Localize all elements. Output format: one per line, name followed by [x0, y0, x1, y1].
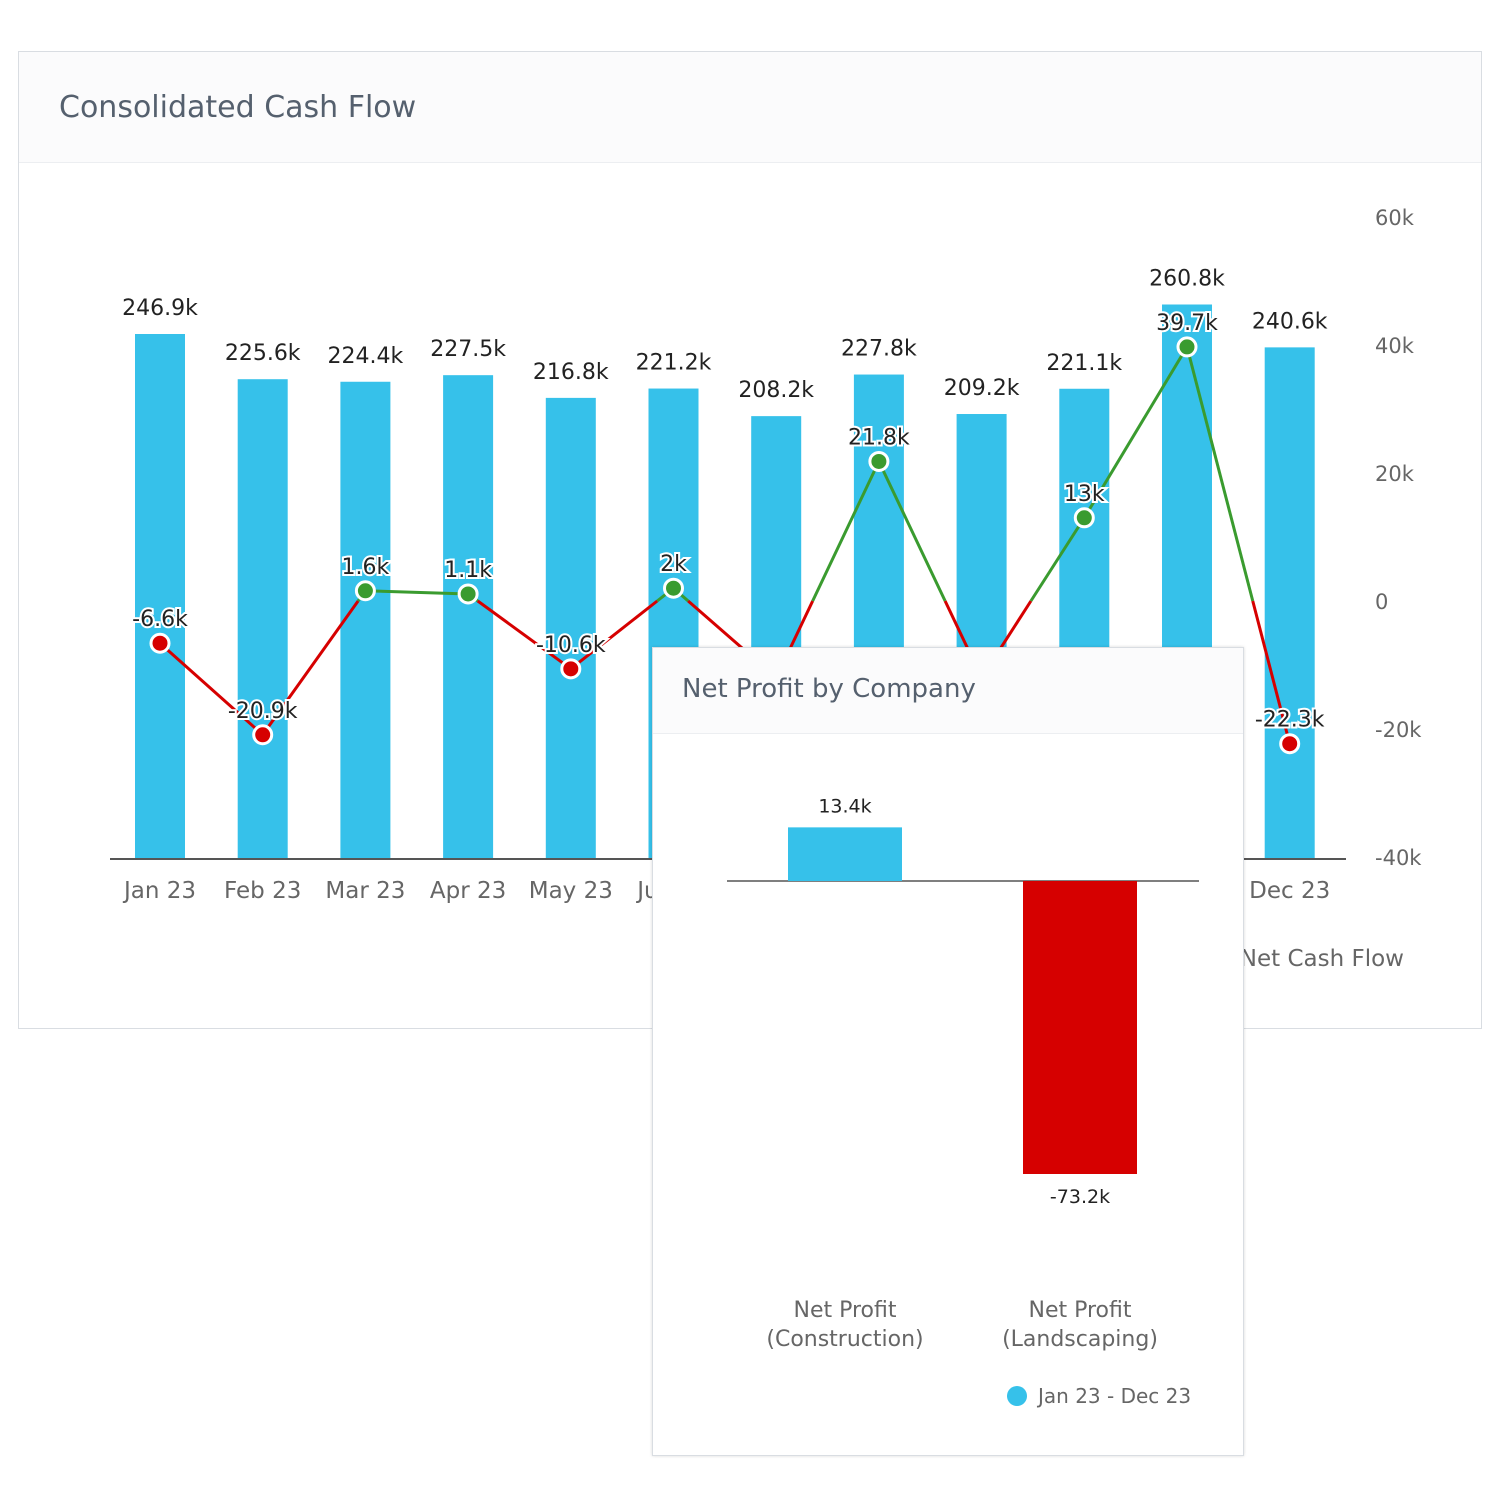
right-axis-labels: 60k 40k 20k 0 -20k -40k — [1375, 206, 1422, 870]
line-data-label: -6.6k — [132, 607, 188, 632]
bar-data-label: 227.8k — [841, 337, 917, 362]
line-data-label: 39.7k — [1156, 311, 1218, 336]
line-segment — [261, 600, 360, 736]
line-point — [868, 450, 890, 472]
x-tick-label: Dec 23 — [1249, 878, 1330, 904]
line-segment — [1185, 346, 1255, 602]
line-point — [354, 580, 376, 602]
x-tick-label: Net Profit — [794, 1298, 897, 1323]
x-tick-label: Jan 23 — [122, 878, 196, 904]
bar — [135, 334, 185, 858]
card-header: Net Profit by Company — [653, 648, 1243, 734]
bar-series: 246.9k 225.6k 224.4k 227.5k 216.8k 221.2k 208.… — [122, 266, 1328, 859]
bar — [443, 375, 494, 858]
bar — [1264, 347, 1315, 858]
x-tick-label: May 23 — [529, 878, 613, 904]
line-point — [560, 658, 582, 680]
line-data-label: -20.9k — [228, 699, 298, 724]
bar — [545, 397, 596, 858]
bar-data-label: 13.4k — [818, 795, 871, 817]
line-segment — [365, 589, 469, 596]
line-point — [1279, 733, 1301, 755]
bar-series: 13.4k -73.2k — [788, 795, 1137, 1208]
card-title: Consolidated Cash Flow — [59, 90, 417, 125]
legend: Jan 23 - Dec 23 — [1007, 1384, 1191, 1408]
line-data-label: -22.3k — [1255, 708, 1325, 733]
line-data-label: 21.8k — [848, 425, 910, 450]
y-tick-label: 60k — [1375, 206, 1415, 230]
line-segment — [159, 642, 264, 736]
card-header: Consolidated Cash Flow — [19, 52, 1481, 163]
bar-data-label: 224.4k — [328, 344, 404, 369]
bar-data-label: 221.1k — [1046, 351, 1122, 376]
line-data-label: -10.6k — [536, 633, 606, 658]
x-tick-label: Net Profit — [1029, 1298, 1132, 1323]
net-profit-by-company-card: Net Profit by Company 13.4k -73.2k Net Pro… — [652, 647, 1244, 1456]
y-tick-label: -20k — [1375, 718, 1422, 742]
bar — [788, 827, 902, 881]
line-point — [1073, 507, 1095, 529]
x-tick-label: (Landscaping) — [1002, 1327, 1158, 1352]
line-point — [457, 583, 479, 605]
line-point — [663, 577, 684, 599]
line-data-label: 1.6k — [342, 555, 390, 580]
x-tick-label: Mar 23 — [325, 878, 405, 904]
bar — [237, 379, 288, 858]
x-axis-labels: Net Profit (Construction) Net Profit (Lands… — [766, 1298, 1158, 1352]
bar-data-label: 216.8k — [533, 360, 609, 385]
line-point — [252, 724, 274, 746]
x-tick-label: Apr 23 — [430, 878, 506, 904]
x-tick-label: (Construction) — [766, 1327, 923, 1352]
line-segment — [1083, 346, 1189, 519]
line-segment — [811, 460, 881, 602]
y-tick-label: 40k — [1375, 334, 1415, 358]
bar — [340, 381, 391, 858]
bar-data-label: 209.2k — [944, 376, 1020, 401]
bar-data-label: 240.6k — [1252, 309, 1328, 334]
card-title: Net Profit by Company — [682, 674, 976, 704]
line-segment — [1029, 516, 1086, 602]
x-tick-label: Feb 23 — [224, 878, 301, 904]
bar-data-label: -73.2k — [1050, 1186, 1110, 1208]
legend-item-net-cash-flow: Net Cash Flow — [1240, 946, 1404, 972]
bar-data-label: 221.2k — [636, 351, 712, 376]
line-data-label: 2k — [660, 552, 687, 577]
line-data-label: 1.1k — [444, 558, 492, 583]
line-segment — [476, 599, 572, 671]
line-segment — [1251, 600, 1292, 745]
bar-data-label: 225.6k — [225, 341, 301, 366]
bar-data-label: 260.8k — [1149, 266, 1225, 291]
y-tick-label: 20k — [1375, 462, 1415, 486]
bar-data-label: 246.9k — [122, 296, 198, 321]
y-tick-label: 0 — [1375, 590, 1388, 614]
line-point — [1176, 336, 1198, 358]
bar — [1023, 881, 1137, 1174]
legend-label: Jan 23 - Dec 23 — [1036, 1384, 1191, 1408]
line-segment — [569, 599, 659, 671]
line-series: -6.6k -20.9k 1.6k 1.1k -10.6k 2k 21.8k 13k 39.7k… — [130, 309, 1327, 755]
bar-data-label: 208.2k — [738, 378, 814, 403]
line-data-label: 13k — [1064, 482, 1105, 507]
y-tick-label: -40k — [1375, 846, 1422, 870]
legend-marker — [1007, 1386, 1027, 1406]
bar-data-label: 227.5k — [430, 337, 506, 362]
line-segment — [877, 460, 947, 602]
line-point — [149, 632, 171, 654]
